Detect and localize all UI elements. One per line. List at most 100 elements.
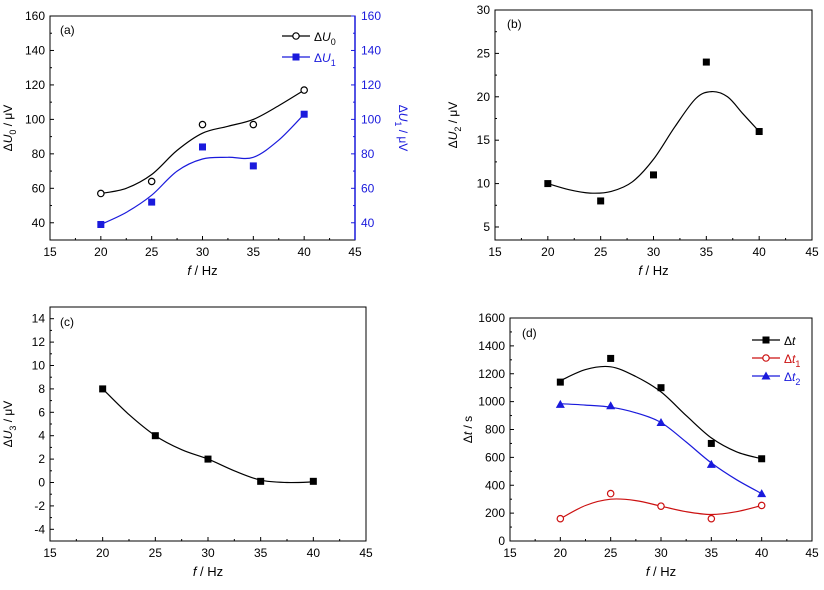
y-tick-label: 160 <box>25 9 45 23</box>
legend-marker <box>761 371 771 380</box>
data-point <box>249 162 257 170</box>
data-point <box>99 385 107 393</box>
x-tick-label: 45 <box>359 546 373 560</box>
data-point <box>597 197 605 205</box>
data-point <box>707 514 716 523</box>
y-tick-label: 200 <box>485 506 505 520</box>
x-tick-label: 40 <box>297 245 311 259</box>
y-tick-label: 8 <box>38 382 45 396</box>
data-point <box>544 180 552 188</box>
x-tick-label: 30 <box>201 546 215 560</box>
x-tick-label: 40 <box>307 546 321 560</box>
data-point <box>204 455 212 463</box>
x-tick-label: 20 <box>94 245 108 259</box>
data-point <box>309 477 317 485</box>
y-tick-label: -2 <box>34 499 45 513</box>
x-tick-label: 35 <box>254 546 268 560</box>
data-point <box>607 354 615 362</box>
data-point <box>556 378 564 386</box>
data-point <box>97 220 105 228</box>
data-point <box>606 489 615 498</box>
data-point <box>657 384 665 392</box>
x-tick-label: 25 <box>604 546 618 560</box>
y-tick-label: 10 <box>32 359 46 373</box>
x-tick-label: 25 <box>149 546 163 560</box>
y-axis-label: ΔU0 / μV <box>1 105 18 152</box>
y-axis-label: ΔU2 / μV <box>446 102 463 149</box>
x-tick-label: 30 <box>196 245 210 259</box>
y-axis-label: Δt / s <box>461 416 475 443</box>
fit-curve <box>100 89 305 195</box>
panel-label: (a) <box>60 23 75 37</box>
data-point <box>757 501 766 510</box>
y-tick-label: 14 <box>32 312 46 326</box>
legend-marker <box>292 32 300 40</box>
y-tick-label: 30 <box>477 3 491 17</box>
panel-c: 15 20 25 30 35 40 45 -4 -2 0 2 4 6 8 10 12 14 f / Hz ΔU3 /… <box>1 306 373 579</box>
y-tick-label: 120 <box>25 78 45 92</box>
x-tick-label: 15 <box>43 546 57 560</box>
data-point <box>257 477 265 485</box>
x-tick-label: 45 <box>805 546 819 560</box>
y-tick-label: 2 <box>38 452 45 466</box>
legend-marker <box>762 354 770 362</box>
panel-b: 15 20 25 30 35 40 45 5 10 15 20 25 30 f / Hz ΔU2 / μV (… <box>446 3 819 278</box>
x-tick-label: 25 <box>594 245 608 259</box>
y-tick-label: 0 <box>498 534 505 548</box>
legend-entry: Δt2 <box>784 370 800 387</box>
y-tick-label: 60 <box>32 181 46 195</box>
data-point <box>606 401 616 410</box>
panel-a: 15 20 25 30 35 40 45 40 60 80 100 120 140 160 40 60 80 10… <box>1 9 410 278</box>
x-tick-label: 45 <box>348 245 362 259</box>
data-point <box>757 489 767 498</box>
y-axis-label: ΔU3 / μV <box>1 401 18 448</box>
plot-frame <box>49 306 367 542</box>
y-tick-label: 6 <box>38 405 45 419</box>
legend-entry: Δt <box>784 334 796 348</box>
x-tick-label: 25 <box>145 245 159 259</box>
y-tick-label: 800 <box>485 423 505 437</box>
x-tick-label: 20 <box>554 546 568 560</box>
x-tick-label: 15 <box>488 245 502 259</box>
data-point <box>300 86 308 94</box>
y-tick-label: 10 <box>477 177 491 191</box>
data-point <box>657 502 665 510</box>
data-point <box>249 120 258 129</box>
x-tick-label: 35 <box>247 245 261 259</box>
legend-marker <box>292 53 300 61</box>
legend-entry: Δt1 <box>784 352 800 369</box>
x-axis-label: f / Hz <box>646 564 676 579</box>
x-tick-label: 40 <box>755 546 769 560</box>
y2-tick-label: 40 <box>361 216 375 230</box>
data-point <box>707 439 715 447</box>
x-tick-label: 35 <box>700 245 714 259</box>
x-axis-label: f / Hz <box>193 564 223 579</box>
x-tick-label: 30 <box>647 245 661 259</box>
data-point <box>555 399 565 408</box>
x-tick-label: 35 <box>705 546 719 560</box>
x-tick-label: 40 <box>752 245 766 259</box>
y2-tick-label: 160 <box>361 9 381 23</box>
data-point <box>147 177 156 186</box>
y2-tick-label: 100 <box>361 112 381 126</box>
y-tick-label: 1600 <box>478 311 505 325</box>
data-point <box>755 128 763 136</box>
y2-tick-label: 60 <box>361 181 375 195</box>
y2-tick-label: 140 <box>361 43 381 57</box>
x-tick-label: 20 <box>541 245 555 259</box>
fit-curve <box>547 90 760 194</box>
x-tick-label: 30 <box>654 546 668 560</box>
y2-tick-label: 80 <box>361 147 375 161</box>
y-tick-label: 4 <box>38 429 45 443</box>
data-point <box>650 171 657 179</box>
y-tick-label: 1200 <box>478 367 505 381</box>
y-tick-label: 40 <box>32 216 46 230</box>
y-tick-label: 0 <box>38 476 45 490</box>
data-point <box>300 110 308 118</box>
y-tick-label: 600 <box>485 450 505 464</box>
data-point <box>656 418 666 427</box>
y-tick-label: 12 <box>32 335 46 349</box>
data-point <box>556 514 565 523</box>
